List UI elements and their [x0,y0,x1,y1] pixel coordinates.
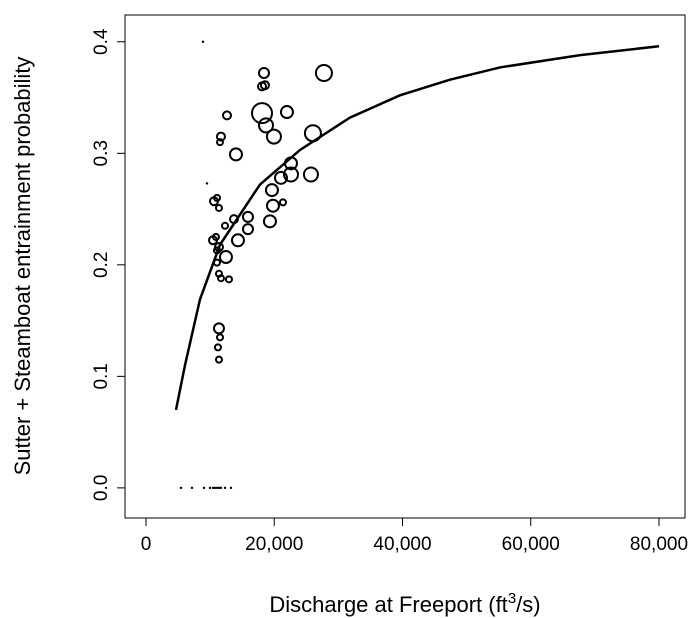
x-label-text: Discharge at Freeport (ft [269,592,507,617]
x-axis-label: Discharge at Freeport (ft3/s) [269,590,540,617]
point [279,105,294,120]
y-tick-label: 0.2 [91,252,112,278]
point [190,486,194,490]
point [259,80,270,91]
point [213,486,217,490]
x-tick-label: 40,000 [373,534,431,555]
point [223,486,227,490]
point [229,486,233,490]
point [262,214,277,229]
point [211,232,220,241]
point [314,63,333,82]
point [202,486,206,490]
point [218,250,233,265]
point [265,198,280,213]
x-tick-label: 60,000 [502,534,560,555]
x-label-sup: 3 [508,590,516,607]
point [257,117,274,134]
plot-box [124,14,686,519]
point [302,166,319,183]
point [273,170,288,185]
point [251,102,274,125]
x-tick-label: 20,000 [245,534,303,555]
x-tick-label: 0 [141,534,152,555]
point [216,333,225,342]
point [221,221,230,230]
point [214,355,223,364]
point [205,182,209,185]
point [241,210,254,223]
point [216,274,225,283]
point [278,198,287,207]
point [214,203,223,212]
point [228,147,243,162]
point [241,223,254,236]
point [257,66,270,79]
y-tick-label: 0.0 [91,475,112,501]
point [282,166,299,183]
point [212,322,225,335]
point [215,486,219,490]
point [230,233,245,248]
x-tick-label: 80,000 [630,534,688,555]
point [201,40,205,44]
point [215,131,226,142]
y-axis-label: Sutter + Steamboat entrainment probabili… [10,57,35,476]
y-tick-label: 0.3 [91,140,112,166]
point [213,343,222,352]
point [211,486,215,490]
point [216,138,225,147]
x-label-suffix: /s) [516,592,540,617]
point [208,196,219,207]
fit-curve [174,44,660,411]
point [179,486,183,490]
y-tick-label: 0.4 [91,28,112,55]
point [217,486,221,490]
point [219,486,223,490]
point [265,128,282,145]
point [221,110,232,121]
point [208,486,212,490]
point [264,183,279,198]
y-tick-label: 0.1 [91,363,112,389]
point [224,275,233,284]
